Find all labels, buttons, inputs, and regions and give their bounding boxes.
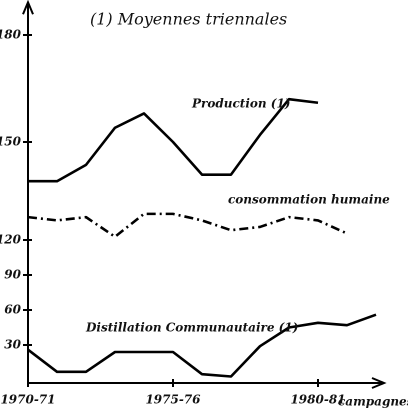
series-line (28, 99, 318, 181)
series-label: Distillation Communautaire (1) (85, 321, 298, 335)
x-tick-label: 1980-81 (290, 393, 345, 407)
x-tick-label: 1975-76 (145, 393, 201, 407)
x-axis-label: campagnes (338, 395, 408, 409)
y-tick-label: 120 (0, 233, 22, 247)
series-label: consommation humaine (228, 193, 390, 207)
y-tick-label: 180 (0, 28, 22, 42)
y-tick-label: 150 (0, 135, 22, 149)
chart-title: (1) Moyennes triennales (90, 10, 287, 29)
y-tick-label: 60 (4, 303, 21, 317)
series-line (28, 214, 347, 237)
chart: (1) Moyennes triennales campagnes 30 60 90… (0, 0, 408, 414)
y-tick-label: 90 (4, 268, 21, 282)
y-tick-label: 30 (4, 338, 21, 352)
x-tick-label: 1970-71 (0, 393, 55, 407)
series-label: Production (1) (191, 97, 290, 111)
